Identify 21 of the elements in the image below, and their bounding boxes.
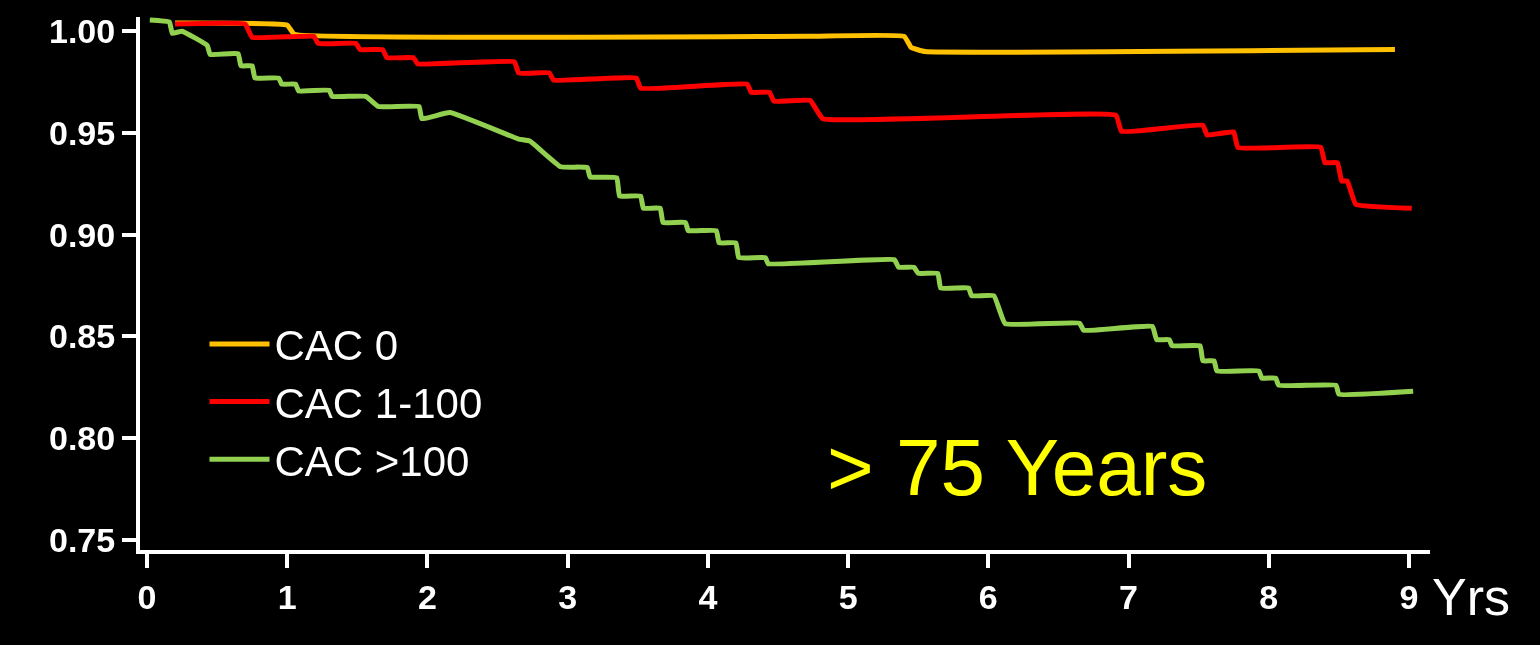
x-tick-label: 3 [558, 577, 578, 616]
x-tick-label: 9 [1399, 577, 1419, 616]
x-tick-label: 6 [978, 577, 998, 616]
y-tick-label: 0.80 [49, 419, 116, 458]
x-tick-label: 7 [1119, 577, 1138, 616]
x-tick-label: 8 [1259, 577, 1279, 616]
y-tick-label: 1.00 [49, 12, 116, 51]
legend-label: CAC 0 [274, 322, 399, 370]
y-tick-label: 0.90 [49, 215, 116, 254]
y-tick-label: 0.95 [49, 113, 116, 152]
x-tick-label: 4 [698, 577, 718, 616]
x-tick-label: 5 [838, 577, 858, 616]
x-tick-label: 2 [417, 577, 437, 616]
annotation: > 75 Years [827, 423, 1208, 512]
x-tick-label: 1 [277, 577, 297, 616]
y-tick-label: 0.75 [49, 520, 116, 559]
x-tick-label: 0 [137, 577, 157, 616]
x-axis-title: Yrs [1432, 568, 1510, 626]
y-tick-label: 0.85 [49, 317, 116, 356]
legend-label: CAC 1-100 [274, 379, 483, 427]
legend-label: CAC >100 [274, 437, 470, 485]
